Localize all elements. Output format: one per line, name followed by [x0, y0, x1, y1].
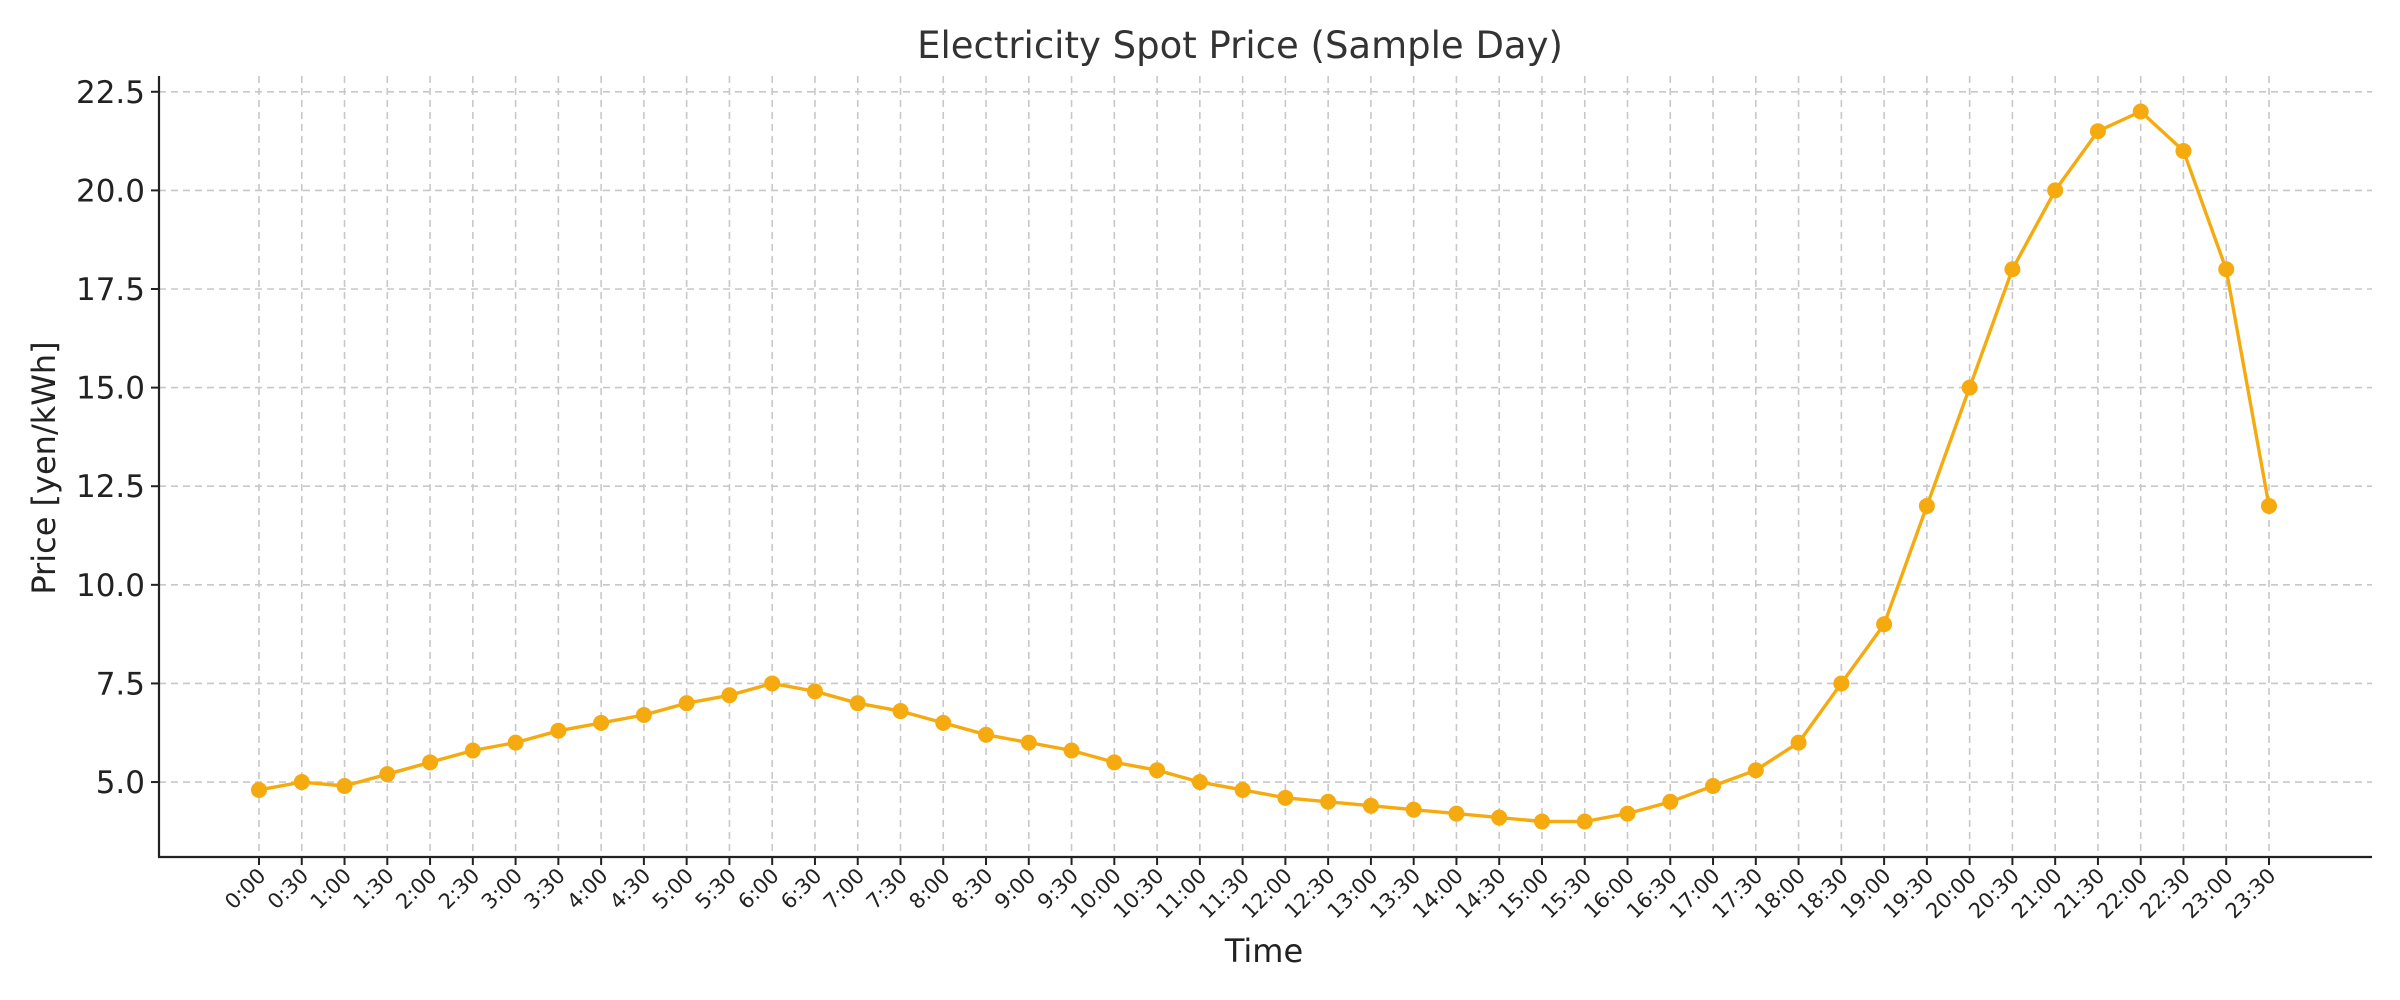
x-tick-label: 7:30: [862, 864, 912, 914]
data-point: [1020, 734, 1037, 751]
data-point: [2047, 182, 2064, 199]
data-point: [1790, 734, 1807, 751]
data-point: [2089, 123, 2106, 140]
data-point: [464, 742, 481, 759]
chart-title: Electricity Spot Price (Sample Day): [917, 24, 1563, 67]
y-tick-label: 5.0: [96, 765, 145, 801]
data-point: [1833, 675, 1850, 692]
x-tick-label: 0:30: [263, 864, 313, 914]
data-point: [379, 766, 396, 783]
y-tick-label: 20.0: [76, 173, 145, 209]
x-tick-label: 9:00: [990, 864, 1040, 914]
data-point: [1747, 762, 1764, 779]
data-point: [1918, 497, 1935, 514]
data-point: [1533, 813, 1550, 830]
data-point: [892, 703, 909, 720]
x-tick-label: 8:00: [904, 864, 954, 914]
data-point: [721, 687, 738, 704]
x-tick-label: 2:30: [434, 864, 484, 914]
y-tick-label: 7.5: [96, 666, 145, 702]
data-point: [1191, 774, 1208, 791]
data-point: [2261, 497, 2277, 514]
data-point: [1405, 801, 1422, 818]
x-tick-label: 5:30: [691, 864, 741, 914]
x-tick-label: 8:30: [947, 864, 997, 914]
data-point: [1619, 805, 1636, 822]
data-point: [678, 695, 695, 712]
data-point: [2175, 142, 2192, 159]
data-point: [1320, 793, 1337, 810]
data-point: [1961, 379, 1978, 396]
y-axis-label: Price [yen/kWh]: [25, 341, 63, 594]
x-tick-label: 6:00: [733, 864, 783, 914]
x-axis-label: Time: [1224, 932, 1303, 970]
price-line: [258, 109, 2271, 824]
grid: [159, 76, 2372, 857]
x-tick-label: 7:00: [819, 864, 869, 914]
x-tick-label: 0:00: [220, 864, 270, 914]
y-tick-label: 22.5: [76, 75, 145, 111]
x-tick-label: 6:30: [776, 864, 826, 914]
data-point: [1876, 616, 1893, 633]
data-point: [293, 774, 310, 791]
data-point: [849, 695, 866, 712]
data-point: [507, 734, 524, 751]
x-tick-label: 4:30: [605, 864, 655, 914]
data-point: [422, 754, 439, 771]
data-point: [251, 781, 267, 798]
axes: [157, 76, 2372, 859]
data-point: [550, 722, 567, 739]
data-point: [336, 778, 353, 794]
price-series: [251, 103, 2277, 830]
x-tick-label: 5:00: [648, 864, 698, 914]
data-point: [1234, 781, 1251, 798]
y-ticks: 5.0 7.5 10.0 12.5 15.0 17.5 20.0 22.5: [76, 75, 159, 801]
data-point: [935, 714, 952, 731]
data-point: [2218, 261, 2235, 278]
x-tick-label: 1:30: [349, 864, 399, 914]
x-tick-label: 3:30: [520, 864, 570, 914]
x-ticks: 0:000:301:001:302:002:303:003:304:004:30…: [220, 857, 2281, 923]
data-point: [764, 675, 781, 692]
x-tick-label: 3:00: [477, 864, 527, 914]
data-point: [1063, 742, 1080, 759]
x-tick-label: 4:00: [562, 864, 612, 914]
data-point: [1448, 805, 1465, 822]
data-point: [1149, 762, 1166, 779]
data-point: [1277, 789, 1294, 806]
y-tick-label: 15.0: [76, 371, 145, 407]
data-point: [593, 714, 610, 731]
data-point: [635, 707, 652, 723]
x-tick-label: 1:00: [306, 864, 356, 914]
data-point: [1705, 778, 1722, 794]
data-point: [2132, 103, 2149, 120]
y-tick-label: 10.0: [76, 568, 145, 604]
data-point: [2004, 261, 2021, 278]
data-point: [806, 683, 823, 700]
y-tick-label: 17.5: [76, 272, 145, 308]
data-point: [1576, 813, 1593, 830]
x-tick-label: 2:00: [391, 864, 441, 914]
data-point: [1362, 797, 1379, 814]
data-point: [1491, 809, 1508, 826]
data-point: [1662, 793, 1679, 810]
y-tick-label: 12.5: [76, 469, 145, 505]
data-point: [978, 726, 995, 743]
data-point: [1106, 754, 1123, 771]
